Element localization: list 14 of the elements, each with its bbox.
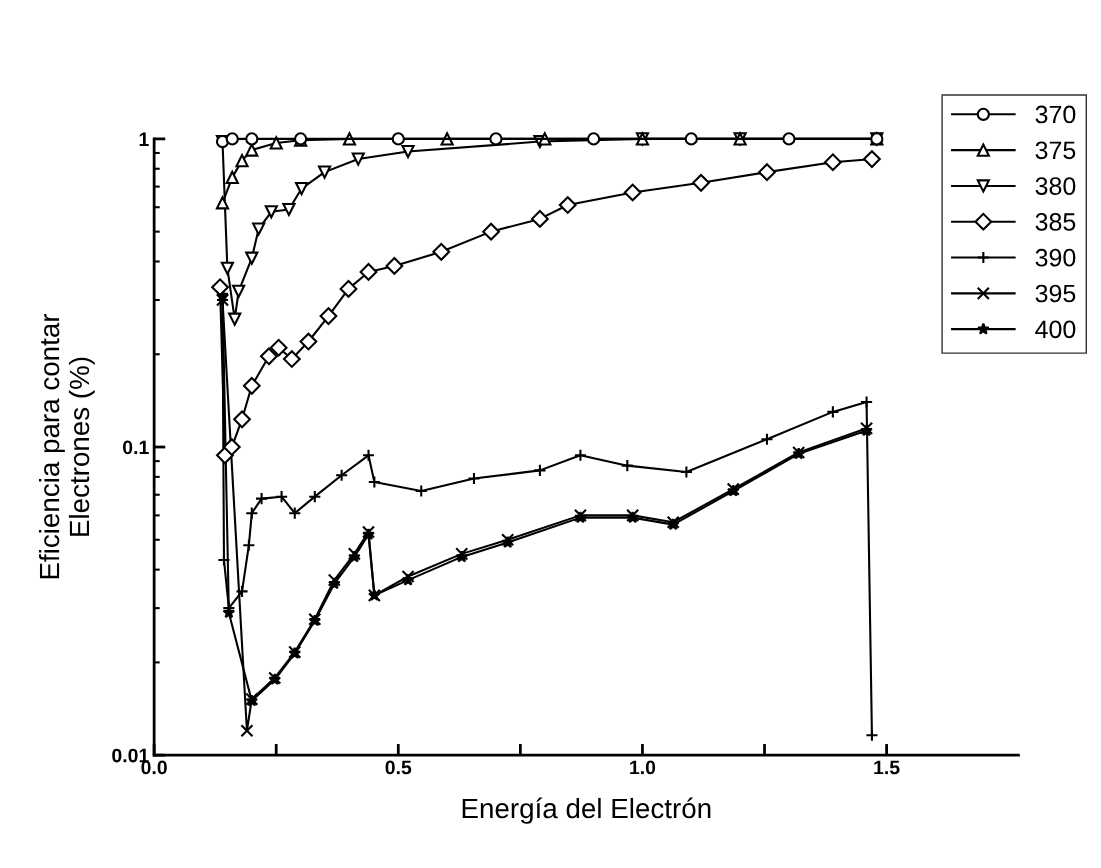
legend-label: 370	[1035, 105, 1076, 124]
legend-label: 385	[1035, 213, 1076, 231]
legend-label: 375	[1035, 141, 1076, 160]
y-tick-label: 1	[139, 132, 149, 146]
x-tick-label: 0.5	[385, 760, 412, 775]
legend-label: 400	[1035, 320, 1076, 339]
x-tick-label: 1.0	[630, 760, 656, 775]
x-tick-label: 1.5	[874, 760, 900, 775]
x-axis-title: Energía del Electrón	[462, 797, 711, 824]
y-axis-title: Eficiencia para contar Electrones (%)	[38, 313, 95, 579]
legend-label: 390	[1035, 248, 1076, 267]
legend-label: 380	[1035, 177, 1076, 195]
legend-label: 395	[1035, 284, 1076, 303]
y-tick-label: 0.1	[123, 440, 149, 455]
